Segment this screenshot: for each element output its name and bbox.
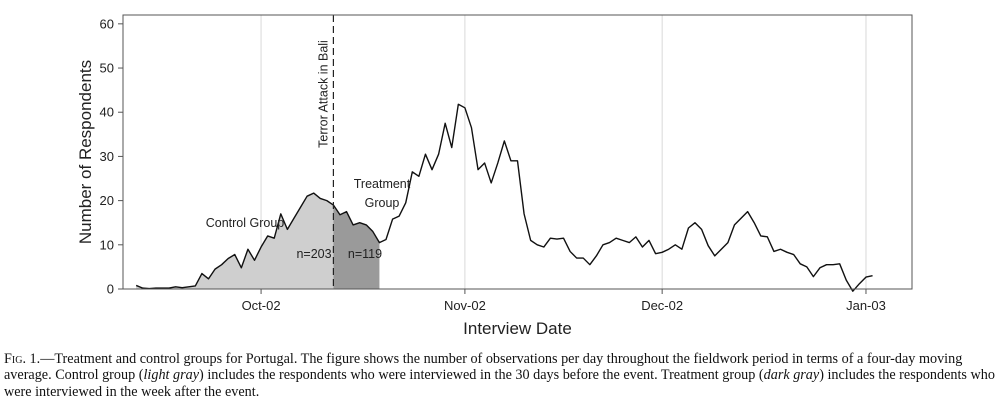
- y-tick-label: 50: [100, 61, 114, 76]
- treatment-n-label: n=119: [348, 247, 382, 261]
- y-tick-label: 30: [100, 149, 114, 164]
- event-label: Terror Attack in Bali: [316, 40, 330, 148]
- gridlines: [260, 15, 867, 289]
- y-axis: 0 10 20 30 40 50 60: [100, 16, 123, 297]
- y-tick-label: 60: [100, 16, 114, 31]
- x-tick-label: Jan-03: [846, 298, 886, 313]
- chart: Terror Attack in Bali 0 10 20 30 40 50 60 Oct-…: [76, 14, 913, 338]
- annotations: Control Group Treatment Group n=203 n=119: [206, 177, 411, 261]
- treatment-group-label-line1: Treatment: [354, 177, 411, 191]
- group-area: [333, 205, 380, 289]
- x-axis: Oct-02 Nov-02 Dec-02 Jan-03: [242, 289, 886, 313]
- figure-caption: Fig. 1.—Treatment and control groups for…: [4, 351, 996, 400]
- x-tick-label: Nov-02: [444, 298, 486, 313]
- group-areas: [136, 193, 380, 289]
- y-tick-label: 20: [100, 193, 114, 208]
- x-axis-title: Interview Date: [463, 319, 572, 338]
- y-tick-label: 10: [100, 237, 114, 252]
- figure-label: Fig. 1.: [4, 351, 41, 367]
- caption-text-2: ) includes the respondents who were inte…: [199, 367, 764, 384]
- event-marker: Terror Attack in Bali: [316, 15, 334, 289]
- caption-text-3: ) includes the respondents who were inte…: [4, 367, 995, 400]
- caption-italic-dark: dark gray: [763, 367, 820, 384]
- y-tick-label: 40: [100, 105, 114, 120]
- y-axis-title: Number of Respondents: [76, 60, 95, 244]
- group-area: [136, 193, 334, 289]
- caption-italic-light: light gray: [143, 367, 200, 384]
- caption-text-1: —Treatment and control groups for Portug…: [4, 351, 963, 384]
- x-tick-label: Oct-02: [242, 298, 281, 313]
- control-n-label: n=203: [296, 247, 331, 261]
- control-group-label: Control Group: [206, 216, 285, 230]
- treatment-group-label-line2: Group: [365, 196, 400, 210]
- plot-frame: [122, 14, 913, 290]
- y-tick-label: 0: [107, 282, 114, 297]
- series-line: [135, 103, 873, 292]
- x-tick-label: Dec-02: [641, 298, 683, 313]
- series-lines: [135, 103, 873, 292]
